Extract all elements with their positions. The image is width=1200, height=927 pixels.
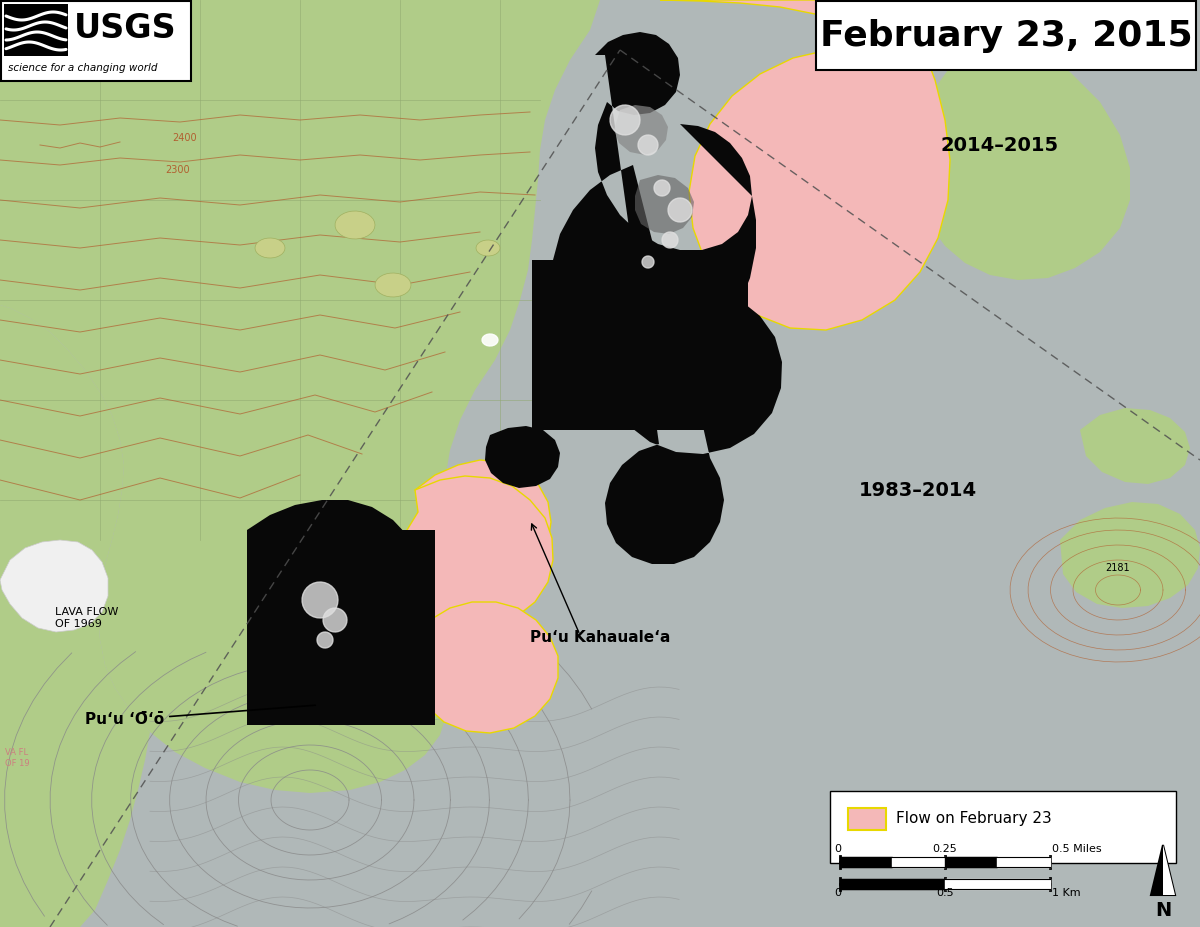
Polygon shape bbox=[302, 582, 338, 618]
Text: science for a changing world: science for a changing world bbox=[8, 63, 157, 73]
Text: 0.5: 0.5 bbox=[936, 888, 954, 898]
Polygon shape bbox=[247, 530, 436, 725]
FancyBboxPatch shape bbox=[830, 791, 1176, 863]
Polygon shape bbox=[410, 602, 558, 733]
Polygon shape bbox=[485, 426, 560, 488]
Text: 1983–2014: 1983–2014 bbox=[859, 480, 977, 500]
Polygon shape bbox=[642, 256, 654, 268]
FancyBboxPatch shape bbox=[1, 1, 191, 81]
Text: 2181: 2181 bbox=[1105, 563, 1130, 573]
Polygon shape bbox=[376, 273, 410, 297]
Text: VA FL
OF 19: VA FL OF 19 bbox=[5, 748, 30, 768]
Polygon shape bbox=[256, 238, 286, 258]
Text: N: N bbox=[1154, 901, 1171, 921]
Polygon shape bbox=[668, 198, 692, 222]
Polygon shape bbox=[1080, 408, 1190, 484]
FancyBboxPatch shape bbox=[816, 1, 1196, 70]
Polygon shape bbox=[830, 0, 1130, 280]
Text: Flow on February 23: Flow on February 23 bbox=[896, 811, 1051, 827]
Polygon shape bbox=[1151, 845, 1163, 895]
Polygon shape bbox=[0, 540, 108, 632]
Polygon shape bbox=[614, 105, 668, 155]
Polygon shape bbox=[415, 460, 551, 578]
Polygon shape bbox=[247, 500, 424, 657]
Text: Puʻu ʻŌʻō: Puʻu ʻŌʻō bbox=[85, 705, 316, 728]
Polygon shape bbox=[1163, 845, 1175, 895]
Polygon shape bbox=[638, 135, 658, 155]
Text: Puʻu Kahaualeʻa: Puʻu Kahaualeʻa bbox=[530, 630, 670, 645]
Text: 1 Km: 1 Km bbox=[1052, 888, 1081, 898]
Polygon shape bbox=[335, 211, 374, 239]
Text: 0: 0 bbox=[834, 844, 841, 854]
Text: 2300: 2300 bbox=[166, 165, 191, 175]
Text: 2400: 2400 bbox=[173, 133, 197, 143]
Polygon shape bbox=[1060, 502, 1200, 608]
Polygon shape bbox=[654, 180, 670, 196]
Polygon shape bbox=[317, 632, 334, 648]
Text: 0: 0 bbox=[834, 888, 841, 898]
Text: USGS: USGS bbox=[74, 11, 176, 44]
Polygon shape bbox=[660, 0, 950, 330]
Polygon shape bbox=[482, 334, 498, 346]
Polygon shape bbox=[610, 105, 640, 135]
Text: February 23, 2015: February 23, 2015 bbox=[820, 19, 1193, 53]
Text: 0.5 Miles: 0.5 Miles bbox=[1052, 844, 1102, 854]
Polygon shape bbox=[532, 260, 748, 430]
Polygon shape bbox=[0, 0, 600, 793]
Polygon shape bbox=[0, 305, 150, 927]
Text: 0.25: 0.25 bbox=[932, 844, 958, 854]
Bar bbox=[848, 808, 886, 830]
Polygon shape bbox=[662, 232, 678, 248]
Polygon shape bbox=[635, 175, 694, 234]
Text: LAVA FLOW
OF 1969: LAVA FLOW OF 1969 bbox=[55, 607, 119, 629]
Bar bbox=[4, 4, 68, 56]
Polygon shape bbox=[476, 240, 500, 256]
Text: 2014–2015: 2014–2015 bbox=[941, 135, 1060, 155]
Polygon shape bbox=[323, 608, 347, 632]
Polygon shape bbox=[398, 476, 553, 628]
Polygon shape bbox=[553, 32, 782, 564]
